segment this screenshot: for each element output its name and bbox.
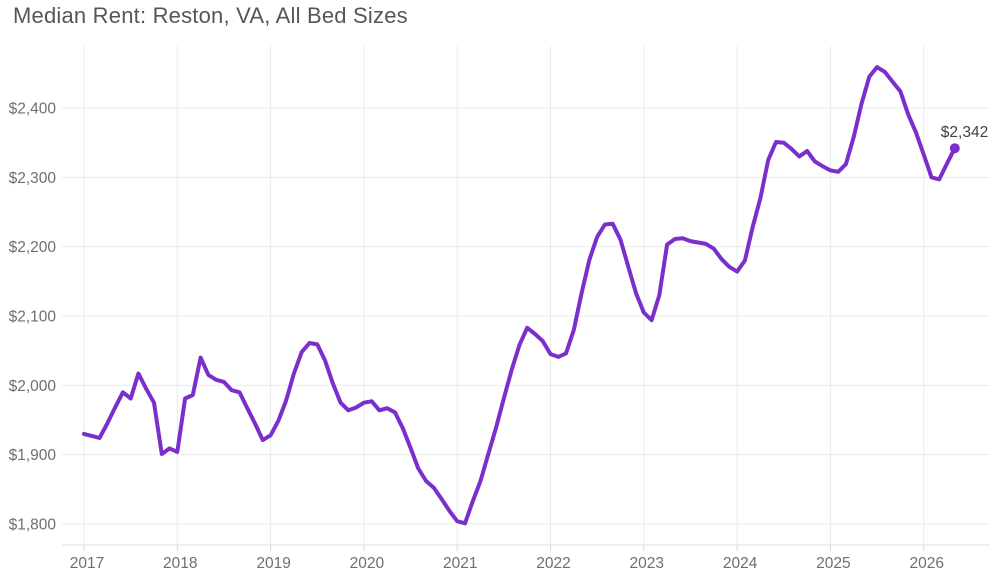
y-tick-label: $2,000	[9, 378, 57, 395]
y-tick-label: $2,100	[9, 309, 57, 326]
y-tick-label: $1,900	[9, 447, 57, 464]
x-tick-label: 2018	[163, 555, 197, 572]
x-tick-label: 2022	[536, 555, 570, 572]
y-tick-label: $2,300	[9, 170, 57, 187]
x-tick-label: 2019	[256, 555, 290, 572]
x-tick-label: 2020	[350, 555, 385, 572]
last-point-label: $2,342	[941, 124, 988, 141]
x-tick-label: 2021	[443, 555, 477, 572]
x-tick-label: 2026	[909, 555, 943, 572]
last-point-dot	[949, 143, 960, 154]
y-tick-label: $1,800	[9, 517, 57, 534]
x-tick-label: 2023	[630, 555, 664, 572]
y-tick-label: $2,200	[9, 239, 57, 256]
rent-line	[82, 65, 957, 526]
x-tick-label: 2024	[723, 555, 758, 572]
y-tick-label: $2,400	[9, 101, 57, 118]
x-tick-label: 2025	[816, 555, 850, 572]
x-tick-label: 2017	[70, 555, 104, 572]
chart-title: Median Rent: Reston, VA, All Bed Sizes	[13, 3, 408, 28]
